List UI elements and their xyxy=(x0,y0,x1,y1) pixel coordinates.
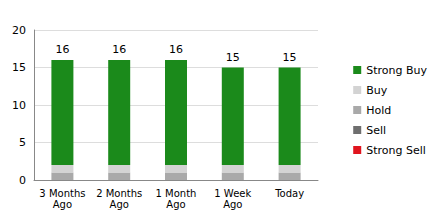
svg-text:2 Months: 2 Months xyxy=(96,188,142,199)
svg-text:1 Month: 1 Month xyxy=(156,188,197,199)
svg-text:Sell: Sell xyxy=(366,124,386,137)
svg-text:0: 0 xyxy=(19,174,26,187)
svg-text:16: 16 xyxy=(169,43,183,56)
svg-text:10: 10 xyxy=(12,99,26,112)
svg-text:16: 16 xyxy=(55,43,69,56)
svg-text:5: 5 xyxy=(19,136,26,149)
svg-text:15: 15 xyxy=(12,61,26,74)
svg-text:Ago: Ago xyxy=(110,199,129,210)
svg-text:15: 15 xyxy=(226,51,240,64)
svg-text:Strong Buy: Strong Buy xyxy=(366,64,427,77)
svg-text:Buy: Buy xyxy=(366,84,388,97)
svg-text:Ago: Ago xyxy=(166,199,185,210)
svg-text:Hold: Hold xyxy=(366,104,391,117)
svg-text:Today: Today xyxy=(274,188,304,199)
svg-text:Ago: Ago xyxy=(223,199,242,210)
svg-text:16: 16 xyxy=(112,43,126,56)
svg-text:3 Months: 3 Months xyxy=(39,188,85,199)
svg-text:Ago: Ago xyxy=(53,199,72,210)
svg-text:15: 15 xyxy=(283,51,297,64)
svg-text:1 Week: 1 Week xyxy=(214,188,251,199)
svg-text:20: 20 xyxy=(12,24,26,37)
svg-text:Strong Sell: Strong Sell xyxy=(366,144,426,157)
